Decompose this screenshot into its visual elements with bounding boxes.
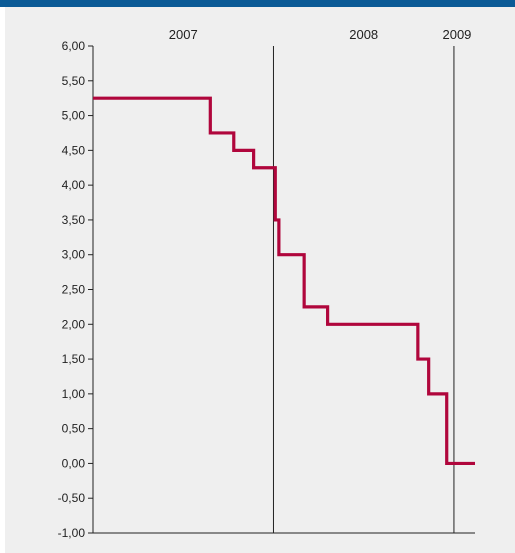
series-line <box>93 96 475 466</box>
y-tick-label: -0,50 <box>58 491 86 505</box>
step-line-chart: 2007 2008 2009 6,00 5,50 5,00 4,50 4,00 3,50 3,0… <box>58 27 475 540</box>
y-tick-label: 2,00 <box>62 317 86 331</box>
y-tick-label: 1,00 <box>62 387 86 401</box>
y-axis: 6,00 5,50 5,00 4,50 4,00 3,50 3,00 2,50 2,00 1,50… <box>58 39 94 540</box>
y-tick-label: 3,50 <box>62 213 86 227</box>
y-tick-label: 1,50 <box>62 352 86 366</box>
year-label: 2007 <box>169 27 198 42</box>
year-label: 2009 <box>442 27 471 42</box>
year-boundary-lines <box>272 46 455 533</box>
year-labels: 2007 2008 2009 <box>169 27 472 42</box>
y-tick-label: -1,00 <box>58 526 86 540</box>
y-tick-label: 4,50 <box>62 143 86 157</box>
chart-panel: 2007 2008 2009 6,00 5,50 5,00 4,50 4,00 3,50 3,0… <box>5 7 515 553</box>
y-tick-label: 2,50 <box>62 283 86 297</box>
y-tick-label: 0,50 <box>62 422 86 436</box>
y-tick-label: 5,50 <box>62 74 86 88</box>
y-tick-label: 0,00 <box>62 456 86 470</box>
series-group <box>93 96 475 466</box>
year-label: 2008 <box>349 27 378 42</box>
top-accent-bar <box>0 0 515 7</box>
y-tick-label: 5,00 <box>62 109 86 123</box>
y-tick-label: 6,00 <box>62 39 86 53</box>
y-tick-label: 3,00 <box>62 248 86 262</box>
y-tick-label: 4,00 <box>62 178 86 192</box>
